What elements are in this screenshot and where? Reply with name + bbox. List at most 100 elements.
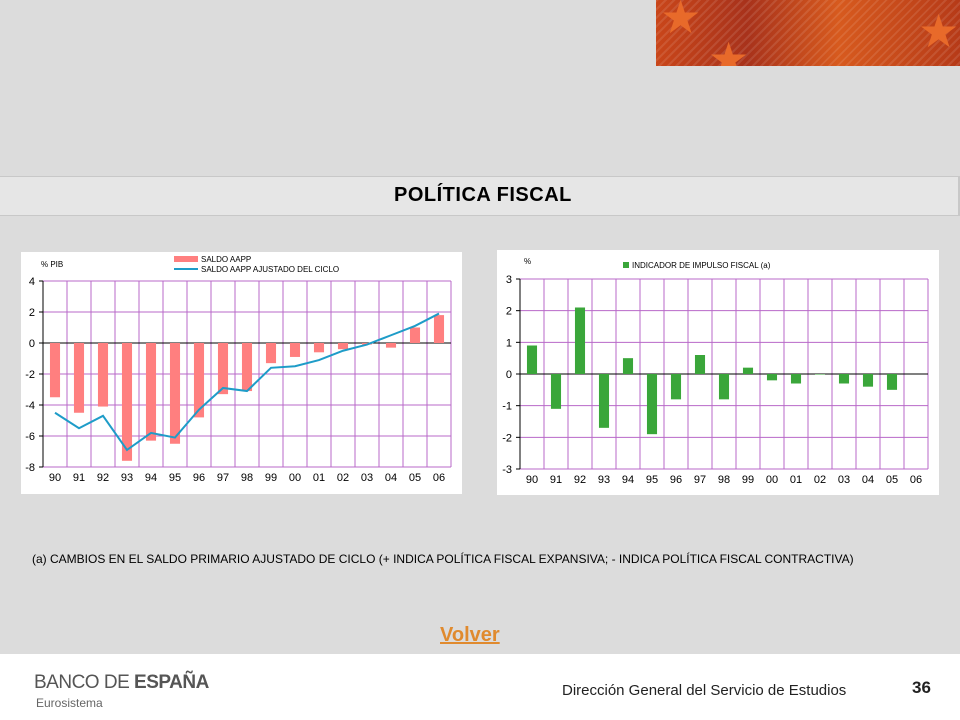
bar-saldo-aapp-90 — [49, 343, 61, 398]
y-tick-label: 0 — [29, 338, 35, 350]
volver-link[interactable]: Volver — [440, 624, 500, 646]
x-tick-label: 03 — [361, 472, 373, 484]
bar-indicador-de-impulso-fiscal-a--00 — [766, 374, 778, 381]
x-tick-label: 01 — [790, 474, 802, 486]
logo-text-banco: BANCO DE — [34, 672, 135, 693]
bar-saldo-aapp-02 — [337, 343, 349, 350]
x-tick-label: 96 — [670, 474, 682, 486]
bar-saldo-aapp-06 — [433, 315, 445, 343]
bar-indicador-de-impulso-fiscal-a--99 — [742, 367, 754, 374]
bar-saldo-aapp-91 — [73, 343, 85, 413]
department-name: Dirección General del Servicio de Estudi… — [562, 682, 847, 699]
x-tick-label: 96 — [193, 472, 205, 484]
y-tick-label: 2 — [29, 307, 35, 319]
legend-swatch — [623, 262, 629, 268]
x-tick-label: 00 — [289, 472, 301, 484]
x-tick-label: 02 — [337, 472, 349, 484]
chart-impulso-fiscal: -3 -2 -1 0 1 2 3 90 91 92 93 94 95 96 97 98 99 00 01 02 03 04… — [497, 250, 939, 495]
y-tick-label: -2 — [502, 432, 512, 444]
bar-indicador-de-impulso-fiscal-a--92 — [574, 307, 586, 374]
bar-saldo-aapp-05 — [409, 327, 421, 343]
header-banner-image: ★ ★ ★ — [656, 0, 960, 66]
x-tick-label: 06 — [910, 474, 922, 486]
star-icon: ★ — [708, 32, 750, 66]
legend-label: INDICADOR DE IMPULSO FISCAL (a) — [632, 261, 771, 270]
y-tick-label: -4 — [25, 400, 35, 412]
y-tick-label: 4 — [29, 276, 35, 288]
y-tick-label: -2 — [25, 369, 35, 381]
bar-indicador-de-impulso-fiscal-a--03 — [838, 374, 850, 384]
y-tick-label: 0 — [506, 369, 512, 381]
x-tick-label: 99 — [265, 472, 277, 484]
x-tick-label: 90 — [526, 474, 538, 486]
page-number: 36 — [912, 678, 931, 697]
y-tick-label: 1 — [506, 337, 512, 349]
chart-saldo-aapp: -8 -6 -4 -2 0 2 4 90 91 92 93 94 95 96 97 98 99 00 01 02 03 0… — [21, 252, 462, 494]
x-tick-label: 04 — [862, 474, 874, 486]
bar-indicador-de-impulso-fiscal-a--95 — [646, 374, 658, 435]
legend-swatch — [174, 256, 198, 262]
x-tick-label: 95 — [169, 472, 181, 484]
y-axis-label: % — [524, 257, 531, 266]
bar-indicador-de-impulso-fiscal-a--04 — [862, 374, 874, 387]
bar-indicador-de-impulso-fiscal-a--96 — [670, 374, 682, 400]
x-tick-label: 93 — [121, 472, 133, 484]
x-tick-label: 05 — [886, 474, 898, 486]
star-icon: ★ — [660, 0, 702, 44]
bar-indicador-de-impulso-fiscal-a--05 — [886, 374, 898, 390]
bar-saldo-aapp-96 — [193, 343, 205, 418]
y-tick-label: 3 — [506, 274, 512, 286]
x-tick-label: 90 — [49, 472, 61, 484]
y-tick-label: -6 — [25, 431, 35, 443]
x-tick-label: 05 — [409, 472, 421, 484]
title-bar: POLÍTICA FISCAL — [0, 176, 960, 216]
bar-indicador-de-impulso-fiscal-a--90 — [526, 345, 538, 374]
bar-saldo-aapp-01 — [313, 343, 325, 353]
bar-saldo-aapp-92 — [97, 343, 109, 407]
legend-label: SALDO AAPP AJUSTADO DEL CICLO — [201, 265, 339, 274]
x-tick-label: 92 — [97, 472, 109, 484]
x-tick-label: 91 — [73, 472, 85, 484]
footer: BANCO DE ESPAÑA Eurosistema Dirección Ge… — [0, 654, 960, 720]
x-tick-label: 98 — [718, 474, 730, 486]
bar-indicador-de-impulso-fiscal-a--01 — [790, 374, 802, 384]
bar-indicador-de-impulso-fiscal-a--91 — [550, 374, 562, 409]
bar-saldo-aapp-93 — [121, 343, 133, 461]
y-tick-label: 2 — [506, 306, 512, 318]
x-tick-label: 99 — [742, 474, 754, 486]
x-tick-label: 94 — [145, 472, 157, 484]
y-tick-label: -1 — [502, 401, 512, 413]
bar-saldo-aapp-04 — [385, 343, 397, 348]
bar-saldo-aapp-97 — [217, 343, 229, 395]
x-tick-label: 97 — [694, 474, 706, 486]
line-series-saldo-ajustado — [54, 312, 440, 452]
logo-text-espana: ESPAÑA — [134, 672, 209, 693]
bar-saldo-aapp-99 — [265, 343, 277, 364]
x-tick-label: 01 — [313, 472, 325, 484]
x-tick-label: 97 — [217, 472, 229, 484]
logo-subtitle: Eurosistema — [36, 696, 103, 710]
x-tick-label: 94 — [622, 474, 634, 486]
y-axis-label: % PIB — [41, 260, 63, 269]
x-tick-label: 06 — [433, 472, 445, 484]
footnote: (a) CAMBIOS EN EL SALDO PRIMARIO AJUSTAD… — [32, 552, 854, 566]
bar-saldo-aapp-94 — [145, 343, 157, 441]
x-tick-label: 92 — [574, 474, 586, 486]
x-tick-label: 95 — [646, 474, 658, 486]
y-tick-label: -3 — [502, 464, 512, 476]
x-tick-label: 00 — [766, 474, 778, 486]
bar-saldo-aapp-00 — [289, 343, 301, 357]
bar-saldo-aapp-95 — [169, 343, 181, 444]
legend-label: SALDO AAPP — [201, 255, 251, 264]
bar-indicador-de-impulso-fiscal-a--93 — [598, 374, 610, 428]
page-title: POLÍTICA FISCAL — [394, 184, 572, 206]
bank-logo: BANCO DE ESPAÑA — [34, 672, 209, 694]
bar-indicador-de-impulso-fiscal-a--97 — [694, 355, 706, 374]
x-tick-label: 93 — [598, 474, 610, 486]
x-tick-label: 98 — [241, 472, 253, 484]
x-tick-label: 02 — [814, 474, 826, 486]
bar-saldo-aapp-98 — [241, 343, 253, 392]
x-tick-label: 91 — [550, 474, 562, 486]
